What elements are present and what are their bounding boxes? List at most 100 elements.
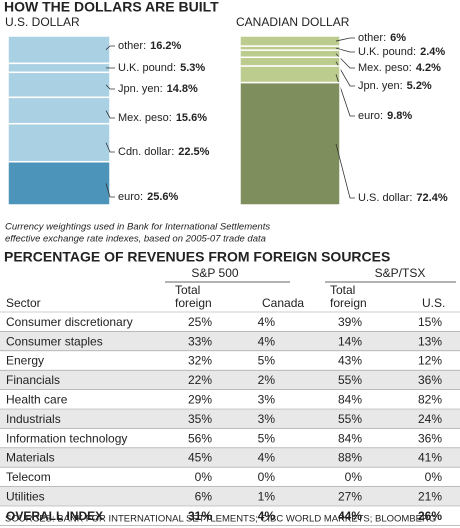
bar-segment xyxy=(7,96,111,125)
row-stripe xyxy=(0,331,460,351)
table-cell: 0% xyxy=(258,470,276,484)
column-header: foreign xyxy=(330,296,367,310)
table-cell: 84% xyxy=(338,392,362,406)
note: Currency weightings used in Bank for Int… xyxy=(5,222,270,233)
table-cell: OVERALL INDEX xyxy=(6,509,103,523)
leader-line xyxy=(335,47,355,53)
bar-segment xyxy=(7,122,111,163)
table-cell: 1% xyxy=(258,489,276,503)
category-label: euro: xyxy=(118,191,143,203)
group-header: S&P 500 xyxy=(191,266,238,280)
table-cell: 45% xyxy=(188,451,212,465)
table-cell: 3% xyxy=(258,392,276,406)
leader-line xyxy=(105,183,115,198)
table-cell: 0% xyxy=(195,470,213,484)
table-cell: 2% xyxy=(258,373,276,387)
value-label: 25.6% xyxy=(147,191,178,203)
value-label: 14.8% xyxy=(167,83,198,95)
category-label: U.K. pound: xyxy=(358,46,416,58)
category-label: euro: xyxy=(358,110,383,122)
table-cell: Consumer discretionary xyxy=(6,315,133,329)
row-stripe xyxy=(0,447,460,468)
value-label: 5.2% xyxy=(407,80,432,92)
header: HOW THE DOLLARS ARE BUILT xyxy=(4,0,219,15)
category-label: Jpn. yen: xyxy=(118,83,163,95)
table-cell: Telecom xyxy=(6,470,51,484)
value-label: 5.3% xyxy=(180,62,205,74)
table-cell: 31% xyxy=(188,509,212,523)
table-cell: 55% xyxy=(338,373,362,387)
table-cell: 56% xyxy=(188,431,212,445)
value-label: 72.4% xyxy=(416,192,447,204)
table-cell: Health care xyxy=(6,392,68,406)
segment-label: U.S. dollar: 72.4% xyxy=(358,192,448,204)
segment-label: euro: 9.8% xyxy=(358,110,412,122)
table-cell: Utilities xyxy=(6,489,45,503)
table-cell: 82% xyxy=(418,392,442,406)
bar-segment xyxy=(239,35,341,47)
chart-title: CANADIAN DOLLAR xyxy=(236,15,350,29)
table-cell: 22% xyxy=(188,373,212,387)
bar-segment xyxy=(239,65,341,84)
table-cell: 25% xyxy=(188,315,212,329)
row-stripe xyxy=(0,370,460,390)
category-label: Cdn. dollar: xyxy=(118,146,174,158)
table-cell: 0% xyxy=(425,470,443,484)
table-title: PERCENTAGE OF REVENUES FROM FOREIGN SOUR… xyxy=(4,249,390,265)
bar-segment xyxy=(239,49,341,59)
bar-segment xyxy=(7,62,111,74)
table-cell: 33% xyxy=(188,334,212,348)
leader-line xyxy=(335,37,355,42)
bar-segment xyxy=(7,71,111,99)
segment-label: Jpn. yen: 14.8% xyxy=(118,83,198,95)
leader-line xyxy=(105,45,115,50)
column-header: U.S. xyxy=(422,296,445,310)
table-cell: 5% xyxy=(258,354,276,368)
table-cell: 3% xyxy=(258,412,276,426)
column-header: Canada xyxy=(262,296,304,310)
leader-line xyxy=(105,110,115,119)
category-label: Jpn. yen: xyxy=(358,80,403,92)
table-cell: 32% xyxy=(188,354,212,368)
group-header: S&P/TSX xyxy=(375,266,426,280)
table-cell: 12% xyxy=(418,354,442,368)
segment-label: Cdn. dollar: 22.5% xyxy=(118,146,210,158)
table-cell: Industrials xyxy=(6,412,61,426)
table-cell: Energy xyxy=(6,354,44,368)
column-header: foreign xyxy=(175,296,212,310)
bar-segment xyxy=(7,35,111,65)
note: effective exchange rate indexes, based o… xyxy=(5,234,266,245)
column-header: Sector xyxy=(6,296,41,310)
chart-title: U.S. DOLLAR xyxy=(5,15,80,29)
segment-label: euro: 25.6% xyxy=(118,191,178,203)
table-cell: 21% xyxy=(418,489,442,503)
category-label: Mex. peso: xyxy=(358,62,412,74)
bar-segment xyxy=(239,81,341,206)
table-cell: 4% xyxy=(258,334,276,348)
value-label: 6% xyxy=(390,32,406,44)
category-label: Mex. peso: xyxy=(118,112,172,124)
column-header: Total xyxy=(330,283,355,297)
table-cell: 4% xyxy=(258,509,276,523)
value-label: 9.8% xyxy=(387,110,412,122)
category-label: other: xyxy=(118,40,146,52)
table-cell: 6% xyxy=(195,489,213,503)
table-cell: 24% xyxy=(418,412,442,426)
table-cell: 4% xyxy=(258,315,276,329)
segment-label: Mex. peso: 4.2% xyxy=(358,62,441,74)
leader-line xyxy=(105,84,115,90)
segment-label: Jpn. yen: 5.2% xyxy=(358,80,432,92)
segment-label: other: 6% xyxy=(358,32,406,44)
segment-label: Mex. peso: 15.6% xyxy=(118,112,207,124)
value-label: 2.4% xyxy=(420,46,445,58)
row-stripe xyxy=(0,486,460,506)
column-header: Total xyxy=(175,283,200,297)
value-label: 22.5% xyxy=(178,146,209,158)
table-cell: 43% xyxy=(338,354,362,368)
table-cell: 41% xyxy=(418,451,442,465)
table-cell: 27% xyxy=(338,489,362,503)
table-cell: 13% xyxy=(418,334,442,348)
table-cell: 35% xyxy=(188,412,212,426)
table-cell: 44% xyxy=(338,509,362,523)
